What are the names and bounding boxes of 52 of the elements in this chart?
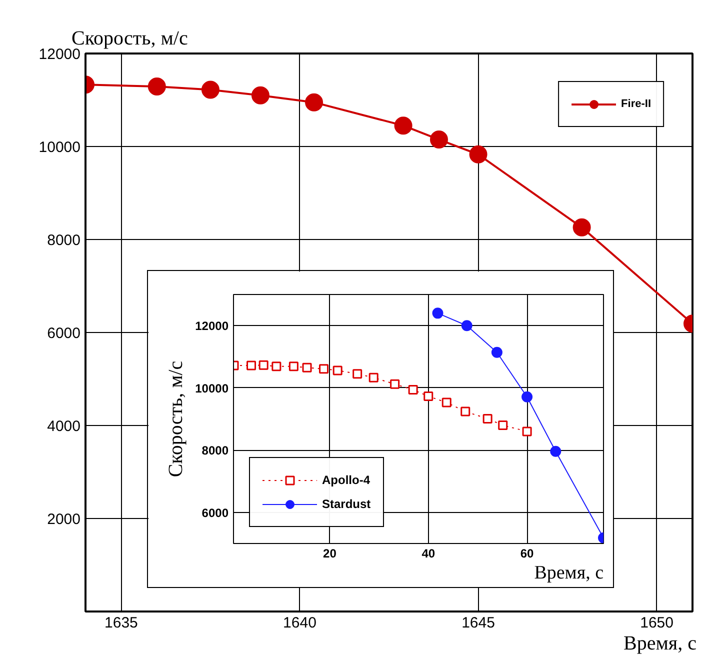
- point: [469, 145, 488, 164]
- point: [246, 360, 256, 370]
- x-tick-label: 1635: [104, 614, 138, 632]
- x-axis-title: Время, с: [534, 562, 604, 584]
- x-tick-label: 20: [323, 546, 337, 560]
- point: [394, 116, 412, 135]
- y-axis-title: Скорость, м/с: [165, 360, 188, 478]
- point: [305, 93, 324, 112]
- legend-label: Stardust: [322, 497, 371, 511]
- point: [442, 398, 452, 408]
- point: [302, 362, 312, 372]
- point: [460, 406, 470, 416]
- y-tick-label: 10000: [38, 139, 81, 156]
- x-tick-label: 40: [422, 546, 436, 560]
- point: [482, 414, 492, 424]
- point: [550, 446, 562, 457]
- point: [522, 426, 532, 436]
- x-axis-title: Время, с: [624, 632, 697, 654]
- point: [461, 320, 472, 332]
- y-tick-label: 12000: [195, 319, 229, 334]
- point: [201, 80, 220, 99]
- x-tick-label: 1645: [462, 614, 495, 632]
- x-tick-label: 1640: [283, 614, 316, 632]
- y-tick-label: 8000: [202, 444, 229, 458]
- point: [430, 130, 448, 149]
- point: [288, 362, 298, 372]
- point: [258, 360, 268, 370]
- y-tick-label: 6000: [47, 325, 81, 342]
- x-tick-label: 60: [520, 546, 534, 560]
- y-tick-label: 6000: [202, 506, 229, 520]
- legend-label: Fire-II: [621, 98, 651, 110]
- point: [522, 391, 533, 402]
- point: [368, 372, 378, 382]
- point: [251, 86, 270, 104]
- legend-label: Apollo-4: [322, 473, 370, 487]
- y-tick-label: 10000: [195, 381, 229, 396]
- point: [498, 420, 508, 430]
- point: [390, 379, 400, 389]
- point: [319, 364, 329, 374]
- y-tick-label: 4000: [47, 418, 81, 435]
- point: [352, 369, 362, 379]
- x-tick-label: 1650: [640, 614, 674, 632]
- point: [491, 346, 502, 358]
- y-tick-label: 2000: [47, 511, 81, 528]
- point: [408, 384, 418, 394]
- point: [332, 366, 342, 376]
- point: [572, 218, 591, 236]
- point: [272, 362, 282, 372]
- point: [432, 308, 444, 319]
- y-tick-label: 8000: [47, 232, 81, 249]
- point: [424, 392, 434, 402]
- point: [148, 78, 166, 96]
